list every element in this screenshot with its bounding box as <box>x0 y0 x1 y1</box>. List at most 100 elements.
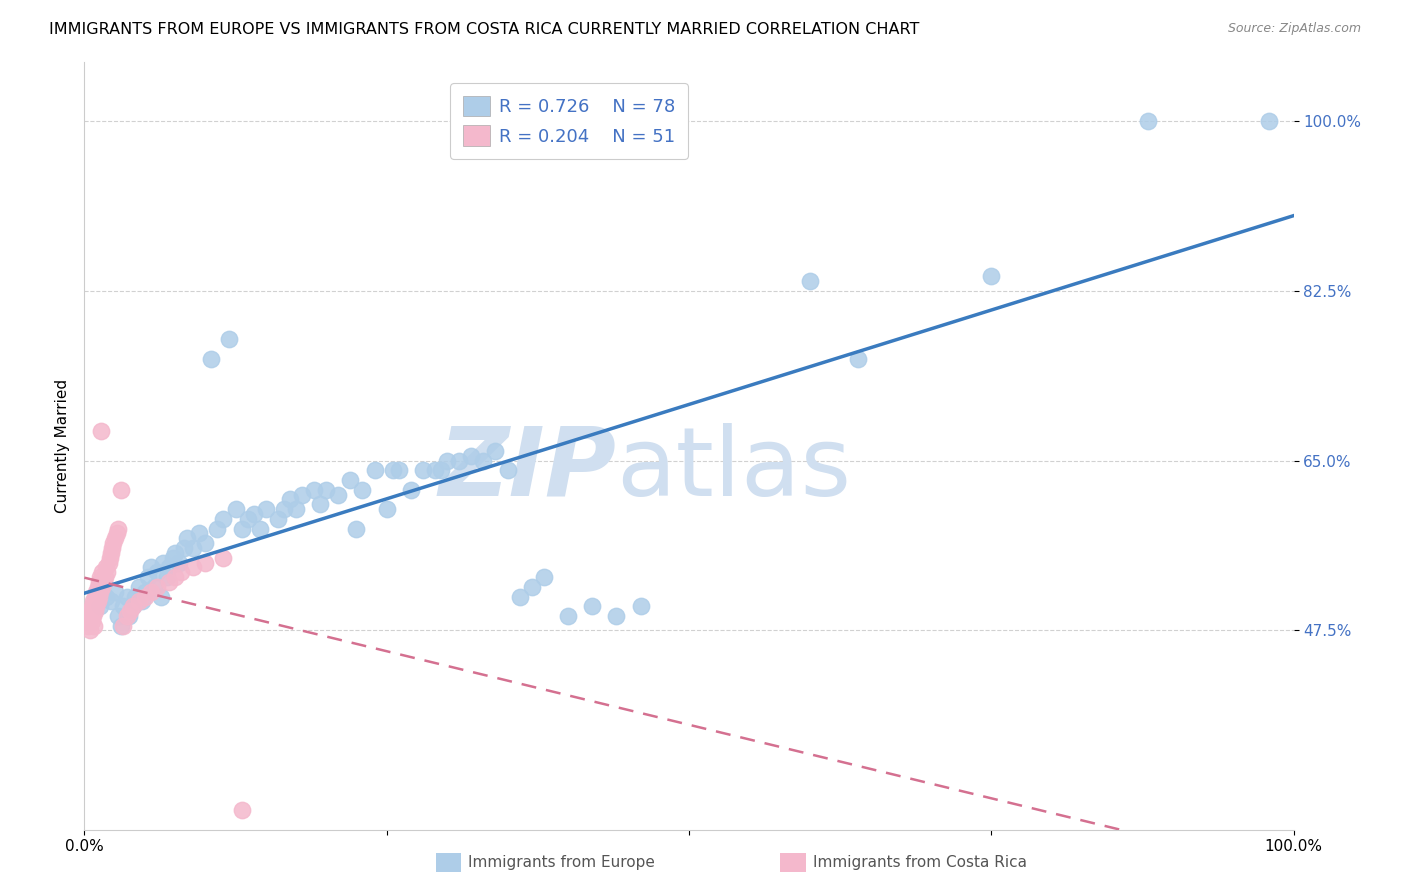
Point <box>131 594 153 608</box>
Point <box>231 522 253 536</box>
Point <box>139 584 162 599</box>
Point <box>212 512 235 526</box>
Point <box>112 599 135 614</box>
Point <box>212 550 235 565</box>
Point <box>115 609 138 624</box>
Point <box>104 531 127 545</box>
Point <box>1258 113 1281 128</box>
Point <box>231 803 253 817</box>
Point <box>100 546 122 560</box>
Point <box>388 463 411 477</box>
Point <box>181 560 204 574</box>
Point <box>176 531 198 545</box>
Point <box>157 560 180 574</box>
Point <box>302 483 325 497</box>
Point <box>375 502 398 516</box>
Point <box>96 566 118 580</box>
Point <box>520 580 543 594</box>
Point <box>84 590 107 604</box>
Point <box>315 483 337 497</box>
Point <box>101 541 124 555</box>
Point <box>181 541 204 555</box>
Point <box>120 604 142 618</box>
Point <box>352 483 374 497</box>
Point <box>93 574 115 589</box>
Point <box>799 274 821 288</box>
Point <box>436 453 458 467</box>
Point <box>79 624 101 638</box>
Point <box>82 594 104 608</box>
Point <box>152 556 174 570</box>
Point <box>278 492 301 507</box>
Point <box>118 609 141 624</box>
Point <box>509 590 531 604</box>
Point <box>110 618 132 632</box>
Point <box>94 570 117 584</box>
Point <box>97 556 120 570</box>
Point <box>225 502 247 516</box>
Point <box>846 351 869 366</box>
Point <box>87 574 110 589</box>
Point <box>87 590 110 604</box>
Point <box>89 584 111 599</box>
Point <box>155 570 177 584</box>
Point <box>90 425 112 439</box>
Point <box>91 566 114 580</box>
Point <box>284 502 308 516</box>
Point <box>207 522 229 536</box>
Legend: R = 0.726    N = 78, R = 0.204    N = 51: R = 0.726 N = 78, R = 0.204 N = 51 <box>450 83 688 159</box>
Point <box>138 570 160 584</box>
Point <box>381 463 404 477</box>
Point <box>86 599 108 614</box>
Point <box>149 590 172 604</box>
Point <box>83 618 105 632</box>
Point <box>146 566 169 580</box>
Point <box>194 536 217 550</box>
Point <box>134 584 156 599</box>
Point <box>484 443 506 458</box>
Y-axis label: Currently Married: Currently Married <box>55 379 70 513</box>
Text: atlas: atlas <box>616 423 852 516</box>
Point <box>188 526 211 541</box>
Point <box>89 599 111 614</box>
Point <box>423 463 446 477</box>
Text: Immigrants from Costa Rica: Immigrants from Costa Rica <box>813 855 1026 870</box>
Point <box>165 570 187 584</box>
Point <box>107 609 129 624</box>
Point <box>194 556 217 570</box>
Point <box>82 609 104 624</box>
Point <box>121 599 143 614</box>
Point <box>496 463 519 477</box>
Point <box>218 332 240 346</box>
Point <box>94 590 117 604</box>
Point <box>254 502 277 516</box>
Point <box>533 570 555 584</box>
Point <box>100 594 122 608</box>
Point <box>449 453 471 467</box>
Point <box>134 590 156 604</box>
Point <box>236 512 259 526</box>
Point <box>249 522 271 536</box>
Point <box>346 522 368 536</box>
Point <box>80 614 103 628</box>
Point <box>273 502 295 516</box>
Point <box>128 594 150 608</box>
Point <box>107 522 129 536</box>
Point <box>170 566 193 580</box>
Point <box>309 497 332 511</box>
Point <box>121 599 143 614</box>
Point <box>128 580 150 594</box>
Point <box>267 512 290 526</box>
Point <box>124 590 146 604</box>
Point <box>86 584 108 599</box>
Point <box>83 599 105 614</box>
Point <box>104 584 127 599</box>
Point <box>399 483 422 497</box>
Point <box>980 268 1002 283</box>
Point <box>77 618 100 632</box>
Point <box>86 580 108 594</box>
Point <box>581 599 603 614</box>
Point <box>460 449 482 463</box>
Point <box>146 580 169 594</box>
Point <box>79 604 101 618</box>
